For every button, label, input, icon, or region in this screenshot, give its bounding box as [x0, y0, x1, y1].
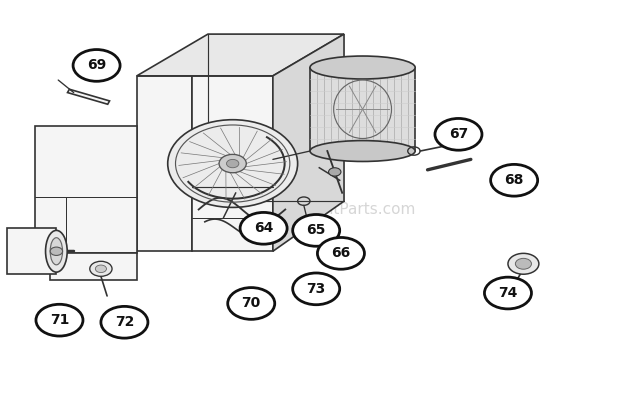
Circle shape: [50, 247, 63, 256]
Polygon shape: [192, 76, 273, 251]
Polygon shape: [35, 126, 137, 253]
Polygon shape: [68, 89, 110, 104]
Circle shape: [293, 215, 340, 246]
Polygon shape: [273, 34, 344, 251]
Circle shape: [515, 259, 531, 269]
Circle shape: [435, 119, 482, 150]
Text: 73: 73: [306, 282, 326, 296]
FancyBboxPatch shape: [310, 67, 415, 151]
Ellipse shape: [45, 230, 67, 272]
Circle shape: [95, 265, 107, 272]
Polygon shape: [137, 76, 192, 251]
Ellipse shape: [310, 56, 415, 79]
Ellipse shape: [310, 141, 415, 161]
Text: 66: 66: [331, 246, 350, 260]
Circle shape: [219, 154, 246, 173]
Text: 65: 65: [306, 223, 326, 238]
Circle shape: [293, 273, 340, 305]
Text: 71: 71: [50, 313, 69, 327]
Polygon shape: [137, 34, 344, 76]
Circle shape: [508, 253, 539, 274]
Circle shape: [90, 261, 112, 276]
Ellipse shape: [50, 238, 63, 265]
Circle shape: [317, 238, 365, 269]
Circle shape: [168, 120, 298, 207]
Text: 67: 67: [449, 127, 468, 141]
Text: 69: 69: [87, 58, 106, 72]
Circle shape: [329, 168, 341, 176]
Text: 74: 74: [498, 286, 518, 300]
Text: eReplacementParts.com: eReplacementParts.com: [229, 202, 415, 217]
Circle shape: [228, 287, 275, 319]
Text: 64: 64: [254, 221, 273, 235]
Text: 72: 72: [115, 315, 134, 329]
Circle shape: [484, 277, 531, 309]
Circle shape: [490, 164, 538, 196]
FancyBboxPatch shape: [7, 228, 56, 274]
Circle shape: [73, 49, 120, 81]
Circle shape: [226, 159, 239, 168]
Circle shape: [36, 304, 83, 336]
Text: 68: 68: [505, 173, 524, 187]
Text: 70: 70: [242, 297, 261, 310]
Circle shape: [101, 306, 148, 338]
Polygon shape: [50, 253, 137, 280]
Circle shape: [240, 212, 287, 244]
